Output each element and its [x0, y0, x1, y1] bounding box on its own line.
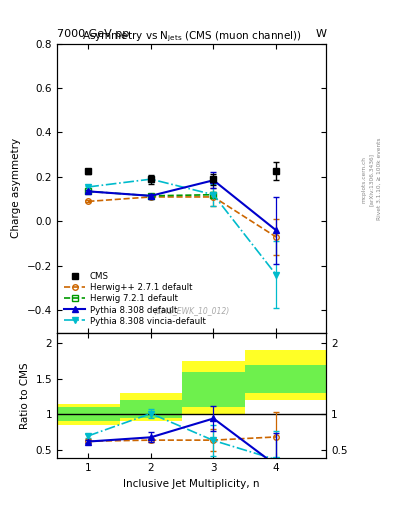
Text: 7000 GeV pp: 7000 GeV pp — [57, 29, 129, 39]
Legend: CMS, Herwig++ 2.7.1 default, Herwig 7.2.1 default, Pythia 8.308 default, Pythia : CMS, Herwig++ 2.7.1 default, Herwig 7.2.… — [61, 269, 208, 328]
X-axis label: Inclusive Jet Multiplicity, n: Inclusive Jet Multiplicity, n — [123, 479, 260, 488]
Text: (CMS_EWK_10_012): (CMS_EWK_10_012) — [153, 306, 230, 315]
Text: W: W — [315, 29, 326, 39]
Title: Asymmetry vs N$_{\mathrm{jets}}$ (CMS (muon channel)): Asymmetry vs N$_{\mathrm{jets}}$ (CMS (m… — [82, 29, 301, 44]
Text: mcplots.cern.ch: mcplots.cern.ch — [361, 156, 366, 203]
Text: Rivet 3.1.10, ≥ 100k events: Rivet 3.1.10, ≥ 100k events — [377, 138, 382, 221]
Text: [arXiv:1306.3436]: [arXiv:1306.3436] — [369, 153, 374, 206]
Y-axis label: Charge asymmetry: Charge asymmetry — [11, 138, 21, 238]
Y-axis label: Ratio to CMS: Ratio to CMS — [20, 362, 30, 429]
